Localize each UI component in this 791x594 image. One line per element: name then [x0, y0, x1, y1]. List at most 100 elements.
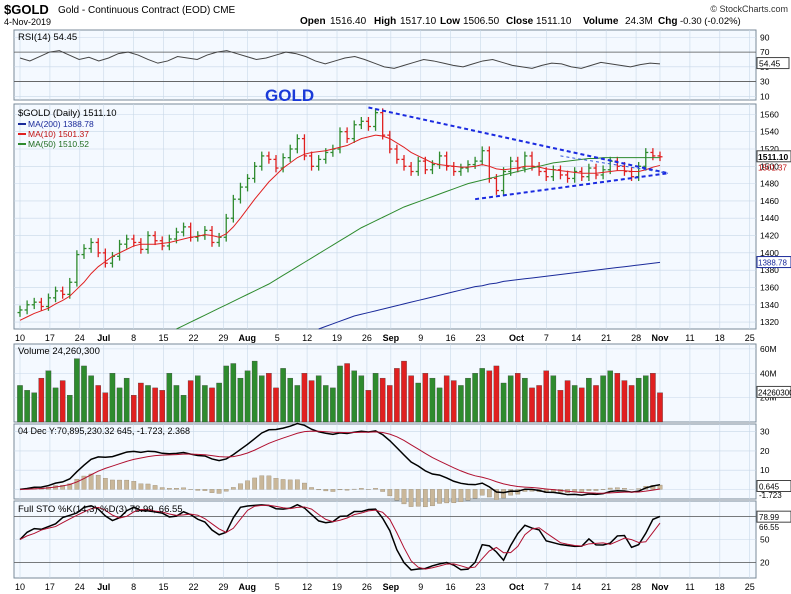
rsi-tick-label: 70 — [760, 47, 770, 57]
volume-bar — [401, 360, 407, 423]
close-value: 1511.10 — [536, 16, 572, 27]
rsi-label: RSI(14) 54.45 — [18, 32, 77, 43]
price-bar — [522, 151, 528, 173]
macd-histogram-bar — [586, 489, 592, 491]
high-label: High — [374, 16, 396, 27]
volume-bar — [465, 377, 471, 423]
macd-histogram-bar — [501, 489, 506, 499]
exchange: CME — [213, 5, 236, 16]
macd-histogram-bar — [401, 489, 407, 505]
price-bar — [245, 174, 251, 192]
volume-bar — [522, 377, 528, 423]
macd-histogram-bar — [437, 489, 442, 504]
x-tick-label: 7 — [544, 333, 549, 343]
sto-k-last-value: 78.99 — [759, 513, 780, 522]
x-tick-label: Aug — [239, 582, 257, 592]
volume-bar — [216, 382, 222, 423]
x-tick-label: 28 — [631, 333, 641, 343]
x-tick-label: Jul — [97, 333, 110, 343]
ma200-last-value: 1388.78 — [758, 259, 787, 268]
price-bar — [465, 160, 471, 173]
x-tick-label: 25 — [745, 333, 755, 343]
price-bar — [131, 234, 137, 247]
x-tick-label: Nov — [651, 582, 668, 592]
x-tick-label: Jul — [97, 582, 110, 592]
volume-bar — [280, 368, 286, 423]
macd-histogram-bar — [294, 479, 300, 490]
x-tick-label: 23 — [476, 582, 486, 592]
close-label: Close — [506, 16, 534, 27]
macd-histogram-bar — [316, 489, 322, 491]
macd-histogram-bar — [579, 489, 585, 493]
ma200-last-box — [756, 256, 791, 269]
volume-bar — [31, 392, 37, 423]
macd-histogram-bar — [373, 488, 378, 490]
x-tick-label: 17 — [45, 582, 55, 592]
sto-k-line — [19, 503, 661, 571]
volume-bar — [266, 373, 272, 423]
volume-bar — [571, 385, 578, 423]
macd-histogram-bar — [330, 489, 336, 492]
volume-bar — [429, 377, 436, 423]
price-bar — [294, 134, 300, 154]
macd-histogram-bar — [273, 478, 279, 490]
sto-tick-label: 20 — [760, 558, 770, 568]
x-tick-label: 5 — [275, 582, 280, 592]
macd-histogram-bar — [223, 489, 229, 492]
rsi-last-box — [756, 57, 790, 70]
macd-histogram-bar — [287, 479, 293, 490]
volume-bar — [500, 382, 507, 423]
x-tick-label: 10 — [15, 582, 25, 592]
volume-bar — [187, 380, 194, 423]
macd-histogram-bar — [444, 489, 450, 504]
volume-bar — [323, 385, 329, 423]
macd-histogram-bar — [380, 489, 386, 492]
x-tick-label: 9 — [418, 333, 423, 343]
macd-signal-last-value: -1.723 — [759, 491, 782, 500]
price-bar — [337, 127, 343, 154]
gold-annotation: GOLD — [265, 86, 314, 105]
price-bar — [230, 194, 236, 223]
macd-histogram-bar — [195, 489, 201, 491]
x-tick-label: 15 — [159, 333, 169, 343]
price-bar — [458, 163, 464, 176]
price-tick-label: 1460 — [760, 196, 779, 206]
price-bar — [301, 134, 307, 161]
macd-histogram-bar — [117, 479, 122, 490]
volume-bar — [628, 385, 635, 423]
volume-bar — [344, 363, 350, 423]
price-bar — [17, 305, 23, 317]
price-bar — [145, 231, 151, 254]
volume-bar — [650, 373, 656, 423]
x-tick-label: 24 — [75, 582, 85, 592]
price-tick-label: 1320 — [760, 317, 779, 327]
macd-histogram-bar — [74, 478, 80, 490]
volume-bar — [379, 377, 386, 423]
volume-bar — [88, 375, 94, 423]
price-label: $GOLD (Daily) 1511.10 — [18, 108, 117, 119]
volume-bar — [223, 365, 229, 423]
macd-histogram-bar — [302, 482, 307, 490]
x-tick-label: Aug — [239, 333, 257, 343]
price-bar — [572, 167, 578, 183]
volume-bar — [330, 387, 336, 423]
high-value: 1517.10 — [400, 16, 437, 27]
price-bar — [557, 165, 563, 180]
x-tick-label: 28 — [631, 582, 641, 592]
volume-bar — [443, 375, 450, 423]
macd-histogram-bar — [209, 489, 215, 493]
macd-histogram-bar — [202, 489, 208, 491]
price-bar — [223, 213, 229, 242]
x-tick-label: 17 — [45, 333, 55, 343]
price-bar — [124, 234, 130, 249]
x-tick-label: Oct — [509, 333, 524, 343]
volume-bar — [635, 377, 642, 423]
ma10-line — [19, 134, 661, 321]
volume-bar — [593, 385, 599, 423]
sto-d-last-value: 66.55 — [759, 523, 780, 532]
x-tick-label: 21 — [601, 582, 611, 592]
macd-histogram-bar — [479, 489, 485, 496]
price-bar — [38, 297, 44, 311]
x-tick-label: 29 — [218, 582, 228, 592]
rsi-tick-label: 90 — [760, 32, 770, 42]
